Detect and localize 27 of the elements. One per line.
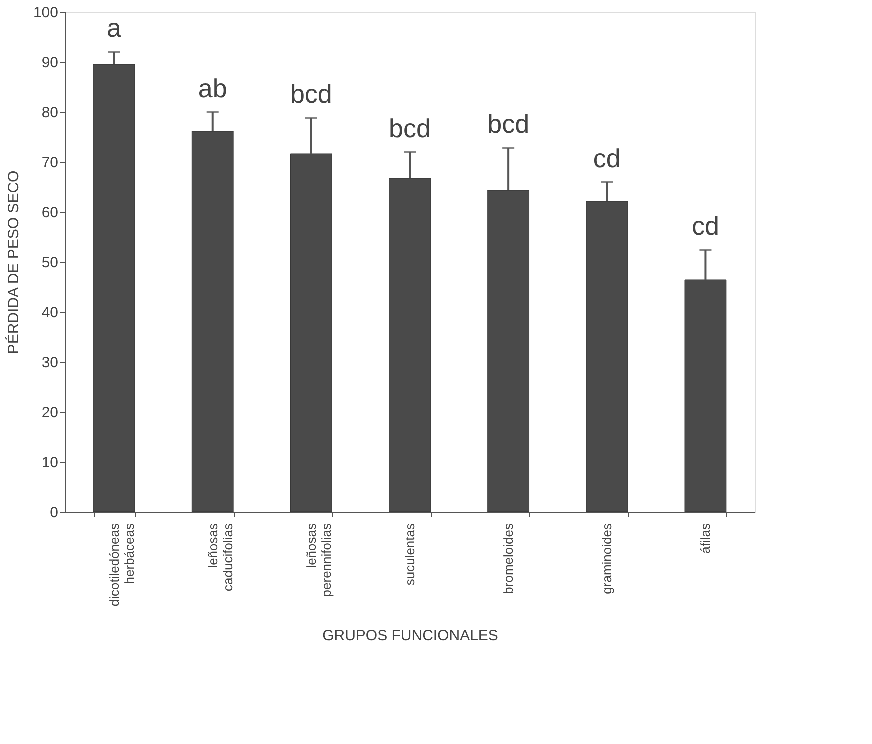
- y-tick-label: 30: [42, 354, 58, 372]
- annotation: cd: [692, 211, 720, 241]
- y-tick-label: 20: [42, 404, 58, 422]
- y-tick-label: 100: [33, 4, 58, 22]
- x-tick-label: leñosas caducifolias: [205, 523, 236, 592]
- x-tick-label: suculentas: [402, 523, 418, 586]
- x-tick-label: graminoides: [600, 523, 615, 594]
- x-axis-title: GRUPOS FUNCIONALES: [322, 628, 498, 645]
- y-tick-label: 60: [42, 204, 58, 222]
- annotation: bcd: [488, 109, 530, 139]
- y-tick-label: 10: [42, 454, 58, 472]
- annotation: bcd: [290, 79, 332, 109]
- y-tick-label: 90: [42, 54, 58, 72]
- annotation: bcd: [389, 114, 431, 144]
- x-tick-label: bromeloides: [501, 523, 516, 594]
- x-tick-label: leñosas perennifolias: [304, 523, 334, 598]
- annotation: cd: [593, 144, 621, 174]
- y-tick-label: 0: [50, 504, 58, 522]
- y-tick-label: 40: [42, 304, 58, 322]
- y-tick-label: 70: [42, 154, 58, 172]
- y-axis-title: PÉRDIDA DE PESO SECO: [4, 170, 22, 354]
- y-tick-label: 50: [42, 254, 58, 272]
- y-tick-label: 80: [42, 104, 58, 122]
- annotation: ab: [198, 74, 228, 104]
- x-tick-label: dicotiledóneas herbáceas: [106, 523, 137, 607]
- annotation: a: [107, 13, 122, 43]
- x-tick-label: áfilas: [698, 523, 714, 554]
